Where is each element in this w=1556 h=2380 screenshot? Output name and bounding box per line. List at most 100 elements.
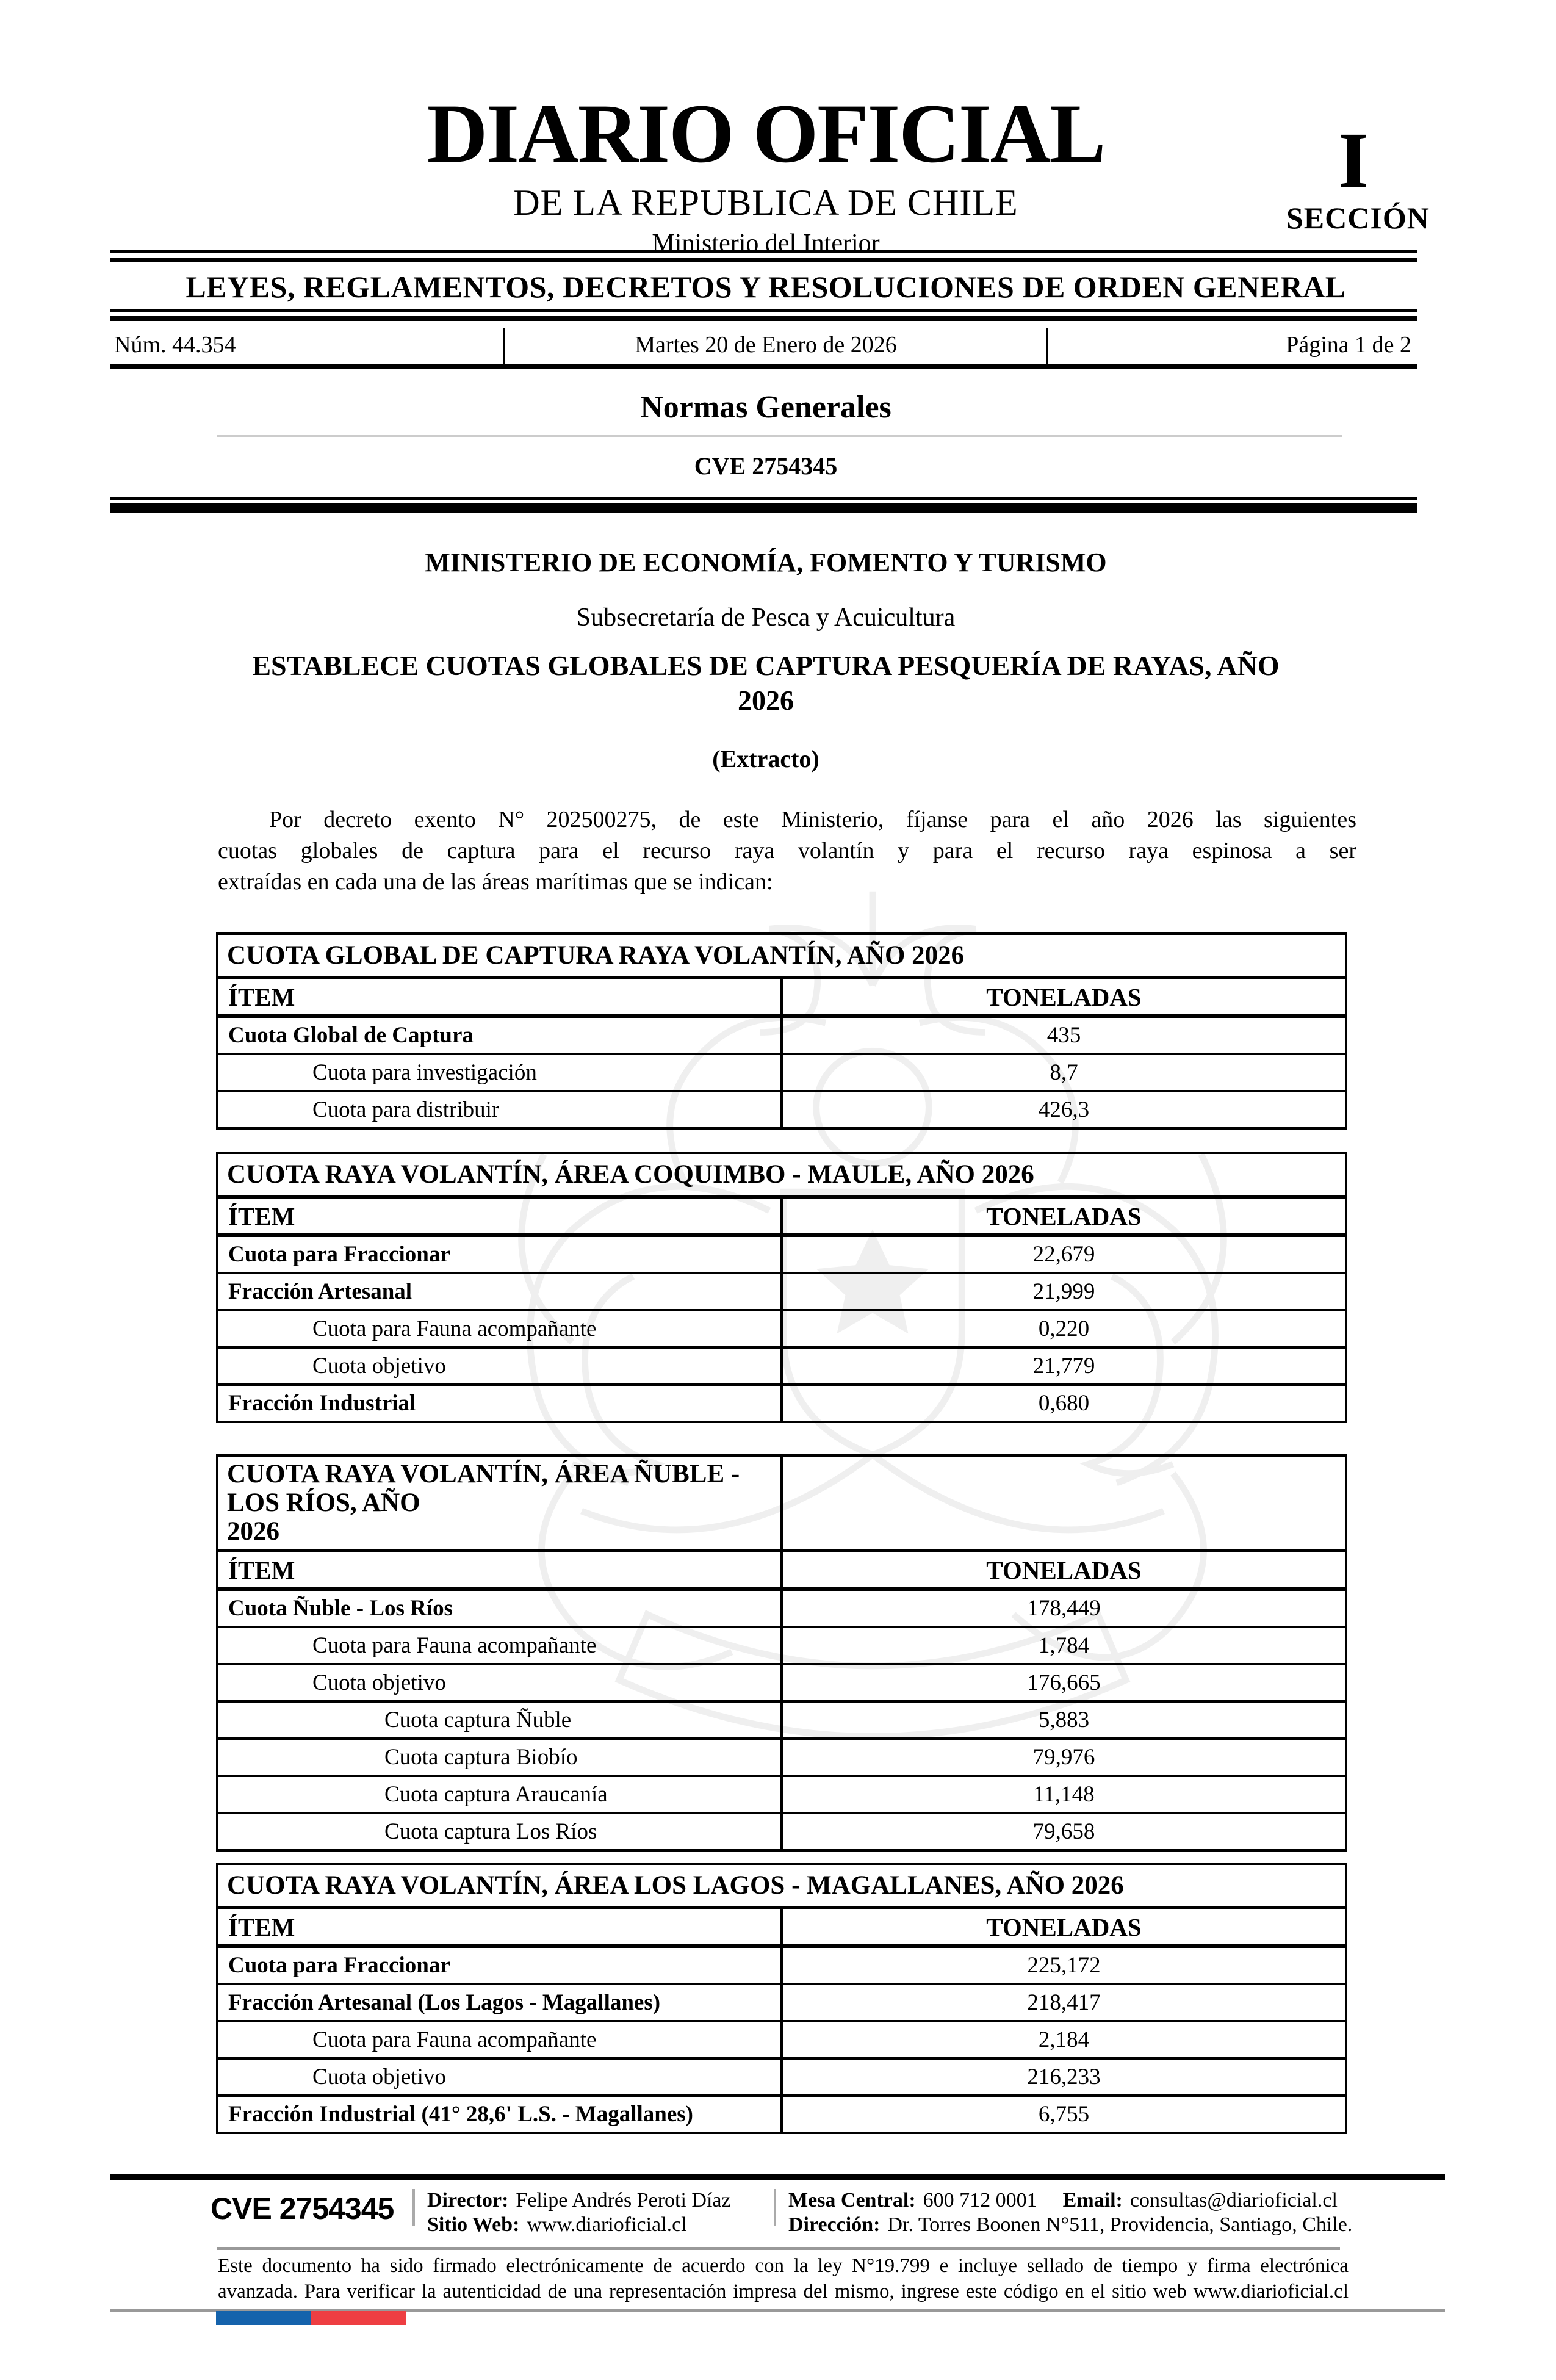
row-value: 22,679: [780, 1234, 1347, 1274]
row-label: Cuota captura Araucanía: [216, 1775, 783, 1814]
section-heading: Normas Generales: [640, 390, 891, 425]
row-value: 6,755: [780, 2094, 1347, 2134]
row-label: Cuota Ñuble - Los Ríos: [216, 1588, 783, 1628]
divider: [412, 2189, 415, 2226]
table-title: CUOTA RAYA VOLANTÍN, ÁREA COQUIMBO - MAU…: [216, 1152, 1347, 1199]
divider: [110, 2174, 1445, 2180]
table-row: Cuota captura Biobío 79,976: [216, 1737, 1347, 1777]
row-label: Fracción Artesanal: [216, 1272, 783, 1311]
website-label: Sitio Web:: [427, 2213, 520, 2236]
row-value: 2,184: [780, 2020, 1347, 2060]
quota-table: CUOTA GLOBAL DE CAPTURA RAYA VOLANTÍN, A…: [216, 932, 1347, 1130]
footer-director-line: Director: Felipe Andrés Peroti Díaz: [427, 2188, 731, 2213]
row-value: 21,779: [780, 1346, 1347, 1386]
row-label: Cuota para Fauna acompañante: [216, 2020, 783, 2060]
row-label: Cuota para Fraccionar: [216, 1945, 783, 1985]
body-paragraph: Por decreto exento N° 202500275, de este…: [218, 804, 1356, 898]
table-title: CUOTA GLOBAL DE CAPTURA RAYA VOLANTÍN, A…: [216, 932, 1347, 979]
article-subsecretary: Subsecretaría de Pesca y Acuicultura: [576, 604, 956, 632]
cve-heading: CVE 2754345: [694, 452, 838, 480]
row-value: 0,220: [780, 1309, 1347, 1349]
legal-note: Este documento ha sido firmado electróni…: [218, 2253, 1349, 2304]
table-row: Cuota para investigación 8,7: [216, 1053, 1347, 1092]
table-row: Fracción Artesanal 21,999: [216, 1272, 1347, 1311]
row-label: Cuota para distribuir: [216, 1090, 783, 1130]
director-label: Director:: [427, 2189, 509, 2212]
row-value: 0,680: [780, 1383, 1347, 1423]
row-label: Cuota para Fraccionar: [216, 1234, 783, 1274]
table-title-row: CUOTA RAYA VOLANTÍN, ÁREA LOS LAGOS - MA…: [216, 1863, 1347, 1909]
text-line: Por decreto exento N° 202500275, de este…: [269, 807, 1356, 832]
footer-contact-column: Mesa Central: 600 712 0001 Email: consultas…: [788, 2188, 1352, 2237]
row-label: Fracción Artesanal (Los Lagos - Magallan…: [216, 1983, 783, 2022]
table-row: Cuota para Fraccionar 225,172: [216, 1945, 1347, 1985]
divider: [110, 503, 1417, 513]
quota-table-slot-3: CUOTA RAYA VOLANTÍN, ÁREA ÑUBLE - LOS RÍ…: [216, 1454, 1347, 1852]
website-value: www.diarioficial.cl: [527, 2213, 687, 2236]
column-header-toneladas: TONELADAS: [780, 1906, 1347, 1948]
issue-page-info: Página 1 de 2: [1286, 332, 1411, 358]
table-row: Cuota objetivo 216,233: [216, 2057, 1347, 2097]
table-row: Cuota objetivo 176,665: [216, 1663, 1347, 1703]
table-row: Cuota para Fauna acompañante 1,784: [216, 1626, 1347, 1665]
row-value: 11,148: [780, 1775, 1347, 1814]
masthead-subtitle: DE LA REPUBLICA DE CHILE: [513, 182, 1018, 223]
article-ministry-heading: MINISTERIO DE ECONOMÍA, FOMENTO Y TURISM…: [425, 547, 1107, 577]
quota-table: CUOTA RAYA VOLANTÍN, ÁREA COQUIMBO - MAU…: [216, 1152, 1347, 1423]
extract-label: (Extracto): [712, 745, 819, 773]
table-row: Cuota Global de Captura 435: [216, 1015, 1347, 1055]
table-row: Cuota para Fauna acompañante 0,220: [216, 1309, 1347, 1349]
footer-director-column: Director: Felipe Andrés Peroti Díaz Sitio…: [427, 2188, 731, 2237]
email-label: Email:: [1062, 2189, 1123, 2212]
row-value: 79,976: [780, 1737, 1347, 1777]
footer-phone-email-line: Mesa Central: 600 712 0001 Email: consultas…: [788, 2188, 1352, 2213]
table-row: Cuota Ñuble - Los Ríos 178,449: [216, 1588, 1347, 1628]
column-header-toneladas: TONELADAS: [780, 976, 1347, 1018]
issue-number: Núm. 44.354: [114, 332, 236, 358]
column-header-item: ÍTEM: [216, 1906, 783, 1948]
row-value: 1,784: [780, 1626, 1347, 1665]
banner-title: LEYES, REGLAMENTOS, DECRETOS Y RESOLUCIO…: [185, 270, 1346, 304]
divider: [503, 328, 505, 366]
divider: [110, 2309, 1445, 2312]
text-line: extraídas en cada una de las áreas marít…: [218, 869, 773, 895]
table-header-row: ÍTEM TONELADAS: [216, 1549, 1347, 1591]
column-header-item: ÍTEM: [216, 976, 783, 1018]
flag-bar-red: [311, 2311, 406, 2325]
divider: [217, 2247, 1340, 2250]
table-row: Cuota captura Ñuble 5,883: [216, 1700, 1347, 1740]
table-row: Cuota captura Los Ríos 79,658: [216, 1812, 1347, 1852]
row-label: Cuota Global de Captura: [216, 1015, 783, 1055]
row-value: 21,999: [780, 1272, 1347, 1311]
row-value: 79,658: [780, 1812, 1347, 1852]
column-header-toneladas: TONELADAS: [780, 1549, 1347, 1591]
column-header-item: ÍTEM: [216, 1549, 783, 1591]
flag-bar-blue: [216, 2311, 311, 2325]
row-label: Cuota captura Los Ríos: [216, 1812, 783, 1852]
row-label: Cuota para Fauna acompañante: [216, 1626, 783, 1665]
table-row: Cuota para Fauna acompañante 2,184: [216, 2020, 1347, 2060]
masthead-title: DIARIO OFICIAL: [427, 87, 1106, 180]
quota-table-slot-1: CUOTA GLOBAL DE CAPTURA RAYA VOLANTÍN, A…: [216, 932, 1347, 1130]
quota-table-slot-4: CUOTA RAYA VOLANTÍN, ÁREA LOS LAGOS - MA…: [216, 1863, 1347, 2134]
text-line: cuotas globales de captura para el recur…: [218, 838, 1356, 864]
row-value: 216,233: [780, 2057, 1347, 2097]
row-label: Cuota para Fauna acompañante: [216, 1309, 783, 1349]
column-header-item: ÍTEM: [216, 1195, 783, 1237]
table-header-row: ÍTEM TONELADAS: [216, 976, 1347, 1018]
quota-table: CUOTA RAYA VOLANTÍN, ÁREA ÑUBLE - LOS RÍ…: [216, 1454, 1347, 1852]
director-name: Felipe Andrés Peroti Díaz: [516, 2189, 731, 2212]
table-row: Fracción Industrial 0,680: [216, 1383, 1347, 1423]
masthead-ministry: Ministerio del Interior: [652, 229, 880, 258]
phone-value: 600 712 0001: [923, 2189, 1037, 2212]
footer-website-line: Sitio Web: www.diarioficial.cl: [427, 2213, 731, 2237]
address-label: Dirección:: [788, 2213, 881, 2236]
row-label: Fracción Industrial (41° 28,6' L.S. - Ma…: [216, 2094, 783, 2134]
row-label: Cuota captura Biobío: [216, 1737, 783, 1777]
issue-date: Martes 20 de Enero de 2026: [635, 332, 897, 358]
table-row: Cuota para Fraccionar 22,679: [216, 1234, 1347, 1274]
quota-table-slot-2: CUOTA RAYA VOLANTÍN, ÁREA COQUIMBO - MAU…: [216, 1152, 1347, 1423]
text-line: ESTABLECE CUOTAS GLOBALES DE CAPTURA PES…: [252, 650, 1280, 681]
divider: [110, 258, 1417, 262]
